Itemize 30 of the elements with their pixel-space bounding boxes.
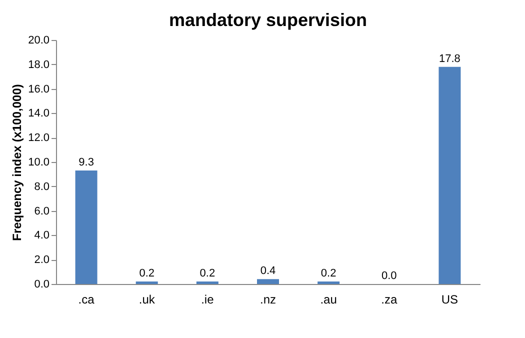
y-tick-label: 14.0: [28, 108, 50, 120]
x-tick-label: .au: [320, 292, 337, 306]
data-label: 0.2: [200, 268, 216, 280]
y-tick-label: 8.0: [34, 180, 50, 193]
data-label: 0.2: [139, 268, 155, 280]
x-tick-label: .ca: [78, 292, 95, 306]
data-label: 17.8: [439, 52, 460, 65]
y-tick-label: 20.0: [28, 34, 50, 46]
data-label: 9.3: [78, 156, 94, 169]
x-tick-label: .nz: [260, 292, 276, 306]
bar: [75, 170, 98, 284]
x-tick-label: .uk: [138, 292, 156, 306]
y-tick-label: 12.0: [28, 132, 50, 144]
y-axis-title: Frequency index (x100,000): [10, 84, 24, 241]
x-tick-label: .ie: [201, 292, 214, 306]
y-tick-label: 18.0: [28, 58, 50, 71]
bar: [438, 66, 461, 284]
chart-title: mandatory supervision: [168, 10, 368, 30]
x-tick-label: .za: [381, 292, 398, 306]
data-label: 0.2: [320, 268, 336, 280]
y-tick-label: 10.0: [28, 156, 50, 168]
y-tick-label: 16.0: [28, 83, 50, 96]
data-label: 0.4: [260, 265, 276, 278]
y-tick-label: 2.0: [34, 254, 50, 266]
y-tick-label: 6.0: [34, 205, 50, 218]
y-tick-label: 0.0: [34, 278, 50, 290]
bar: [257, 279, 279, 284]
y-tick-label: 4.0: [34, 230, 50, 242]
x-tick-label: US: [441, 292, 458, 306]
data-label: 0.0: [381, 270, 397, 282]
